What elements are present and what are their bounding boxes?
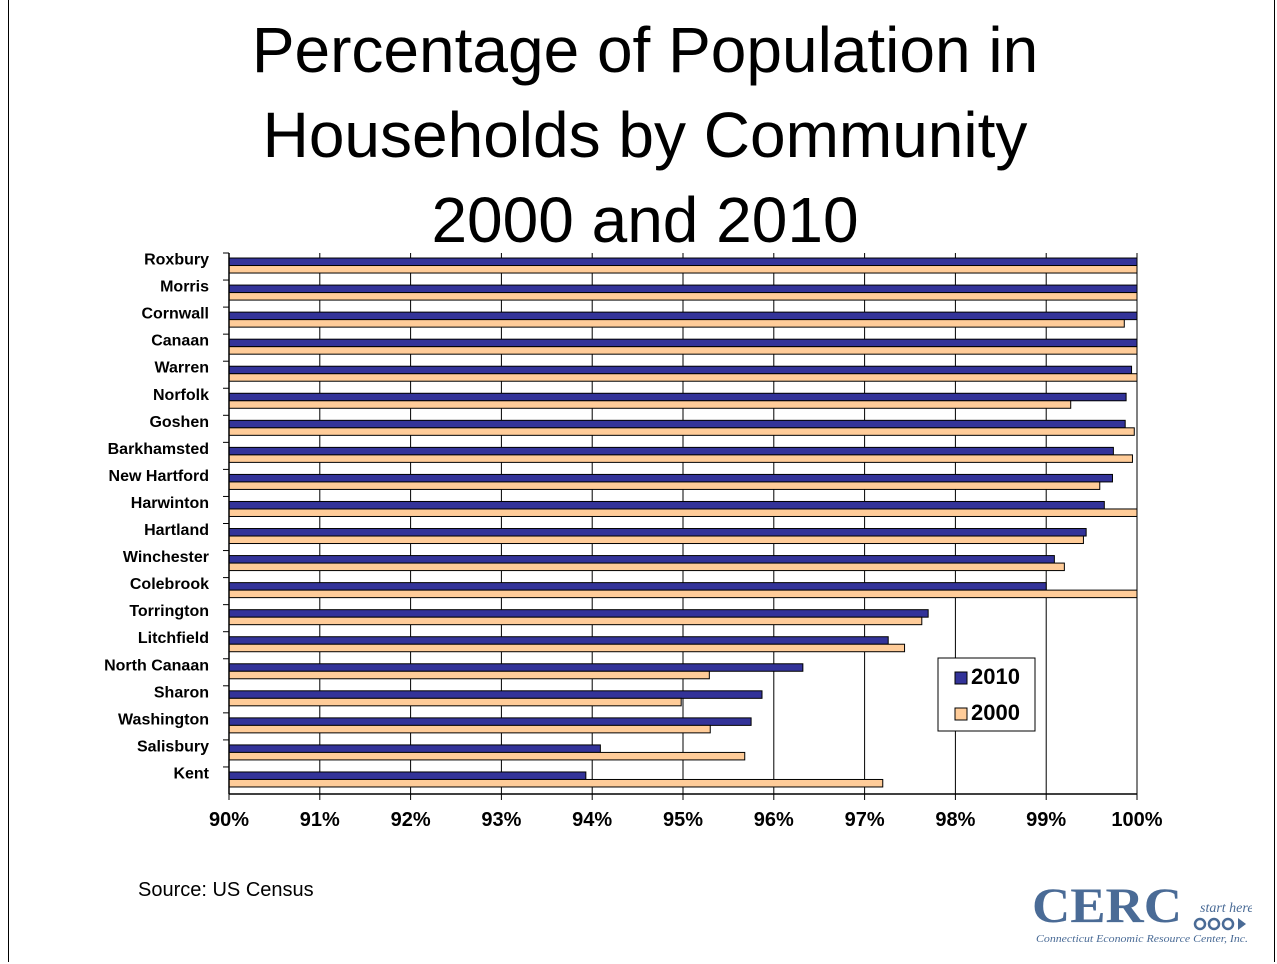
category-label: Goshen xyxy=(149,414,209,431)
legend-label: 2000 xyxy=(971,700,1020,725)
logo-mark: CERC xyxy=(1032,878,1182,933)
category-label: Norfolk xyxy=(153,387,209,404)
title-line-3: 2000 and 2010 xyxy=(431,184,859,256)
category-label: Salisbury xyxy=(137,738,209,755)
bar-2010 xyxy=(228,338,1138,348)
bar-2000 xyxy=(228,319,1125,328)
bar-2010 xyxy=(228,690,763,699)
category-label: Cornwall xyxy=(141,306,209,323)
bar-2010 xyxy=(228,419,1126,429)
x-tick-label: 99% xyxy=(1026,809,1066,831)
category-label: Warren xyxy=(154,360,209,377)
legend-swatch xyxy=(954,707,968,721)
category-label: Morris xyxy=(160,279,209,296)
bar-2010 xyxy=(228,636,889,645)
bar-2000 xyxy=(228,616,923,626)
x-tick-label: 94% xyxy=(572,809,612,831)
title-line-2: Households by Community xyxy=(262,99,1028,171)
x-tick-label: 96% xyxy=(754,809,794,831)
bar-2010 xyxy=(228,284,1138,294)
bar-2010 xyxy=(228,555,1055,564)
bar-2010 xyxy=(228,717,752,726)
category-label: Canaan xyxy=(151,333,209,350)
bar-2000 xyxy=(228,643,906,653)
category-label: Winchester xyxy=(123,549,209,566)
x-tick-label: 92% xyxy=(391,809,431,831)
cerc-logo: CERC start here Connecticut Economic Res… xyxy=(1032,878,1252,945)
category-label: Harwinton xyxy=(131,495,209,512)
chart-title: Percentage of Population in Households b… xyxy=(0,8,1277,263)
bar-2000 xyxy=(228,562,1065,572)
x-tick-label: 90% xyxy=(209,809,249,831)
category-label: Torrington xyxy=(129,603,209,620)
bar-2010 xyxy=(228,311,1138,321)
bar-2010 xyxy=(228,392,1127,402)
category-label: Hartland xyxy=(144,522,209,539)
bar-2000 xyxy=(228,292,1138,301)
bar-2000 xyxy=(228,589,1138,599)
bar-2000 xyxy=(228,454,1133,463)
bar-2010 xyxy=(228,582,1047,591)
x-tick-label: 98% xyxy=(935,809,975,831)
bar-2000 xyxy=(228,778,884,788)
bar-2000 xyxy=(228,346,1138,355)
bar-2000 xyxy=(228,373,1138,382)
slide-frame xyxy=(8,0,1275,962)
logo-tagline: start here xyxy=(1200,901,1252,916)
bar-2010 xyxy=(228,609,929,618)
bar-2000 xyxy=(228,508,1138,517)
x-tick-label: 95% xyxy=(663,809,703,831)
logo-caption: Connecticut Economic Resource Center, In… xyxy=(1036,933,1248,945)
source-note: Source: US Census xyxy=(138,879,314,901)
legend-swatch xyxy=(954,671,968,685)
bar-2000 xyxy=(228,724,711,734)
bar-2000 xyxy=(228,265,1138,274)
category-label: Sharon xyxy=(154,684,209,701)
x-tick-label: 100% xyxy=(1111,809,1162,831)
category-label: North Canaan xyxy=(104,657,209,674)
category-label: Kent xyxy=(173,765,209,782)
category-label: Litchfield xyxy=(138,630,209,647)
bar-2010 xyxy=(228,500,1105,510)
bar-2010 xyxy=(228,473,1113,483)
category-label: Washington xyxy=(118,711,209,728)
bar-2000 xyxy=(228,535,1084,545)
category-label: New Hartford xyxy=(109,468,209,485)
bar-2010 xyxy=(228,744,601,753)
x-tick-label: 93% xyxy=(481,809,521,831)
bar-2000 xyxy=(228,751,746,761)
bar-2000 xyxy=(228,697,682,707)
category-label: Colebrook xyxy=(130,576,209,593)
bar-2010 xyxy=(228,365,1133,375)
x-tick-label: 97% xyxy=(845,809,885,831)
title-line-1: Percentage of Population in xyxy=(251,14,1039,86)
bar-2000 xyxy=(228,400,1072,409)
legend-box xyxy=(937,657,1036,732)
category-label: Barkhamsted xyxy=(108,441,209,458)
bar-2010 xyxy=(228,771,587,780)
category-label: Roxbury xyxy=(144,252,209,269)
bar-2010 xyxy=(228,663,804,672)
bar-2010 xyxy=(228,257,1138,267)
logo-dots-icon xyxy=(1193,917,1246,931)
bar-2010 xyxy=(228,528,1087,537)
x-tick-label: 91% xyxy=(300,809,340,831)
bar-2000 xyxy=(228,481,1101,490)
bar-2000 xyxy=(228,427,1135,436)
bar-2000 xyxy=(228,670,710,680)
legend-label: 2010 xyxy=(971,664,1020,689)
bar-2010 xyxy=(228,446,1114,456)
